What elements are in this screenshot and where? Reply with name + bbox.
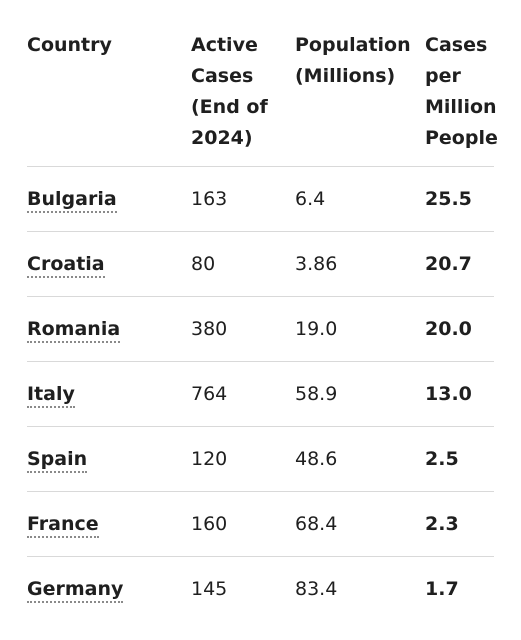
table-row: Germany 145 83.4 1.7 <box>27 557 494 622</box>
table-row: Croatia 80 3.86 20.7 <box>27 231 494 297</box>
header-population-label: Population (Millions) <box>295 34 411 87</box>
country-cell: France <box>27 491 191 557</box>
active-cases-cell: 120 <box>191 426 295 492</box>
cases-per-million-cell: 2.5 <box>425 426 494 492</box>
cases-per-million-cell: 2.3 <box>425 491 494 557</box>
active-cases-cell: 80 <box>191 231 295 297</box>
table-row: Spain 120 48.6 2.5 <box>27 426 494 492</box>
country-link-croatia[interactable]: Croatia <box>27 253 105 278</box>
country-link-italy[interactable]: Italy <box>27 383 75 408</box>
country-cell: Spain <box>27 426 191 492</box>
header-country-label: Country <box>27 34 112 56</box>
country-cell: Bulgaria <box>27 166 191 232</box>
population-cell: 58.9 <box>295 361 425 427</box>
active-cases-cell: 163 <box>191 166 295 232</box>
table-header: Country Active Cases (End of 2024) Popul… <box>27 20 498 167</box>
header-active-cases-label: Active Cases (End of 2024) <box>191 34 268 149</box>
header-active-cases: Active Cases (End of 2024) <box>191 20 295 167</box>
header-population: Population (Millions) <box>295 20 425 167</box>
table-row: Italy 764 58.9 13.0 <box>27 361 494 427</box>
country-link-france[interactable]: France <box>27 513 99 538</box>
population-cell: 6.4 <box>295 166 425 232</box>
cases-per-million-cell: 25.5 <box>425 166 494 232</box>
cases-per-million-cell: 13.0 <box>425 361 494 427</box>
cases-per-million-cell: 1.7 <box>425 578 459 600</box>
active-cases-cell: 764 <box>191 361 295 427</box>
table-row: Romania 380 19.0 20.0 <box>27 296 494 362</box>
population-cell: 48.6 <box>295 426 425 492</box>
table-row: France 160 68.4 2.3 <box>27 491 494 557</box>
population-cell: 19.0 <box>295 296 425 362</box>
country-cell: Germany <box>27 557 191 622</box>
population-cell: 3.86 <box>295 231 425 297</box>
country-link-romania[interactable]: Romania <box>27 318 121 343</box>
country-link-bulgaria[interactable]: Bulgaria <box>27 188 117 213</box>
active-cases-cell: 160 <box>191 491 295 557</box>
country-cell: Romania <box>27 296 191 362</box>
country-link-spain[interactable]: Spain <box>27 448 88 473</box>
population-cell: 68.4 <box>295 491 425 557</box>
cases-per-million-cell: 20.0 <box>425 296 494 362</box>
table-row: Bulgaria 163 6.4 25.5 <box>27 166 494 232</box>
cases-table: Country Active Cases (End of 2024) Popul… <box>27 20 498 622</box>
header-cases-per-million-label: Cases per Million People <box>425 34 498 149</box>
active-cases-cell: 145 <box>191 578 228 600</box>
table-body: Bulgaria 163 6.4 25.5 Croatia 80 3.86 20… <box>27 166 494 622</box>
header-cases-per-million: Cases per Million People <box>425 20 498 167</box>
country-link-germany[interactable]: Germany <box>27 578 124 603</box>
header-row: Country Active Cases (End of 2024) Popul… <box>27 20 498 167</box>
cases-per-million-cell: 20.7 <box>425 231 494 297</box>
country-cell: Italy <box>27 361 191 427</box>
country-cell: Croatia <box>27 231 191 297</box>
population-cell: 83.4 <box>295 578 338 600</box>
header-country: Country <box>27 20 191 167</box>
active-cases-cell: 380 <box>191 296 295 362</box>
